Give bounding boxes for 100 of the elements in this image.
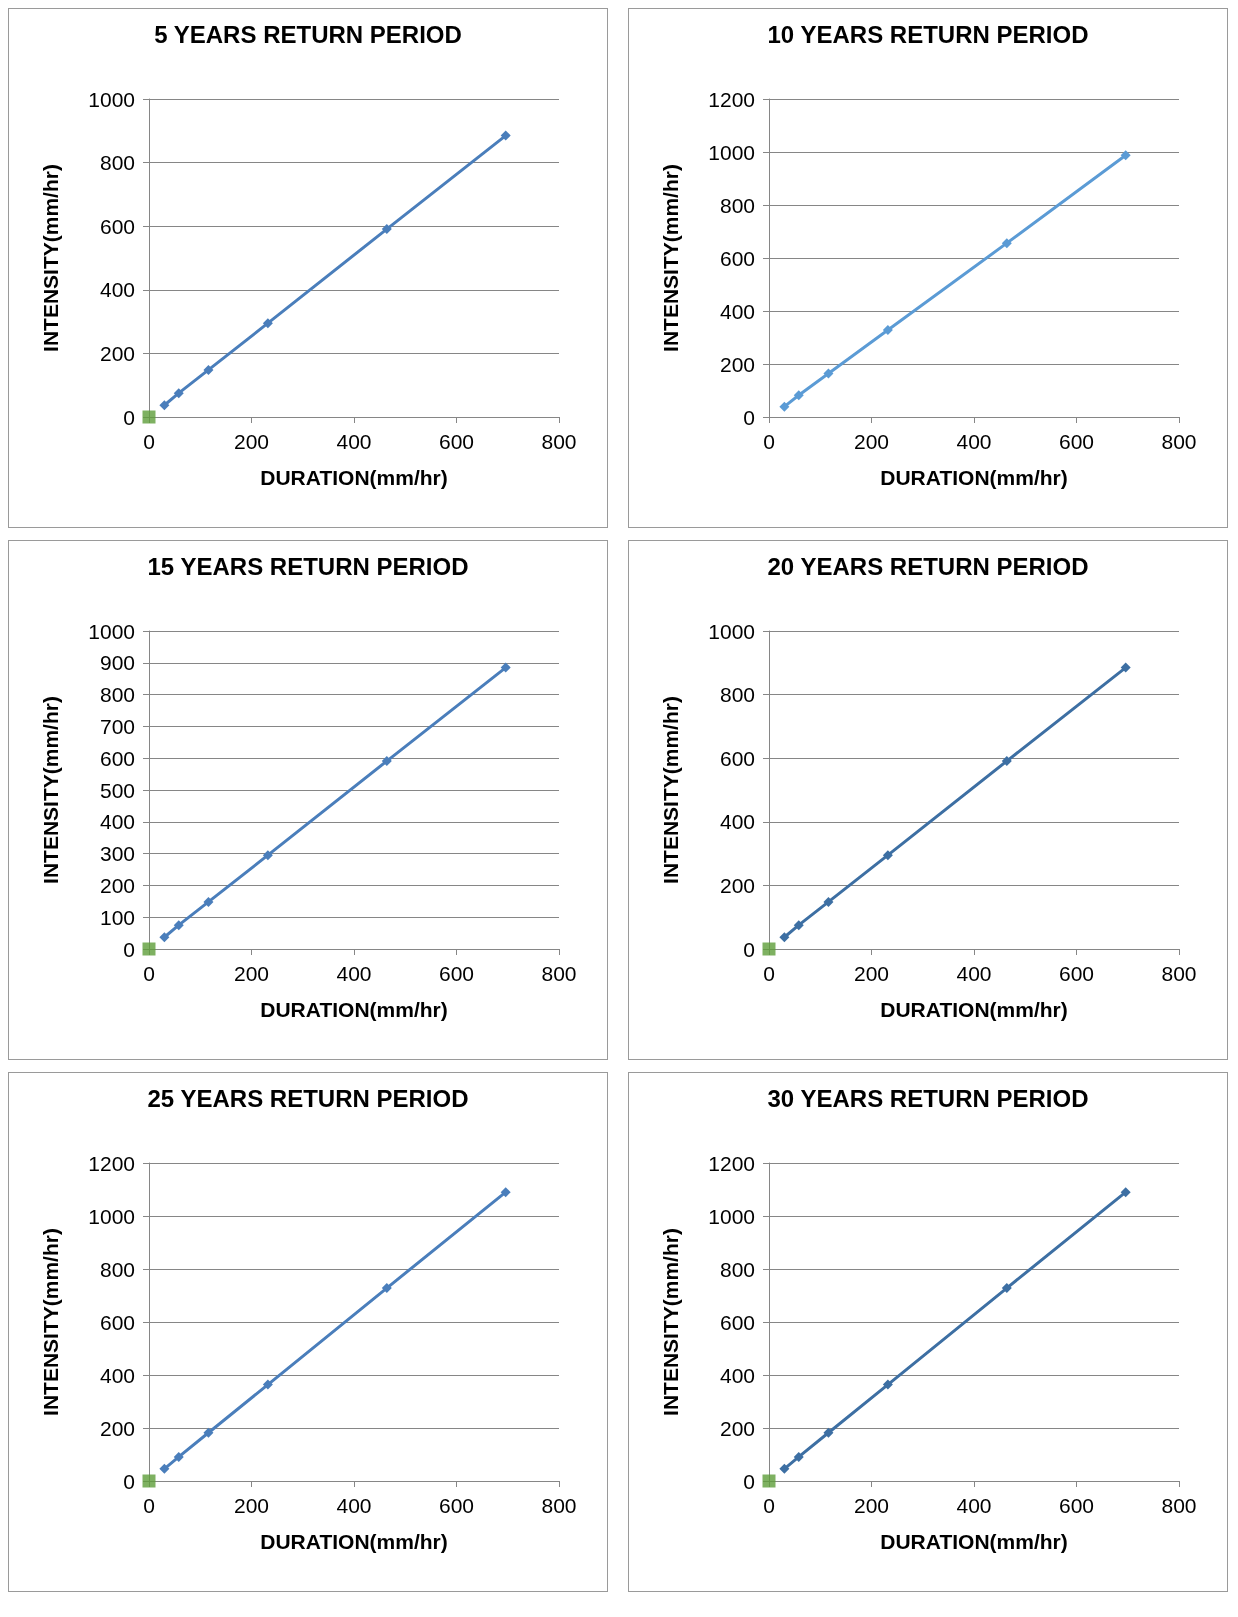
- point: [173, 388, 184, 399]
- x-tick-label: 600: [1058, 962, 1095, 985]
- point: [779, 932, 790, 943]
- y-tick-label: 0: [743, 1469, 755, 1493]
- y-tick-label: 200: [99, 341, 135, 365]
- x-tick-label: 600: [438, 1494, 475, 1517]
- x-tick-label: 400: [956, 1494, 992, 1517]
- y-tick-label: 1000: [708, 1204, 755, 1228]
- x-tick-label: 200: [233, 1494, 270, 1517]
- x-tick-label: 600: [438, 962, 475, 985]
- x-tick-label: 800: [1161, 430, 1197, 453]
- x-axis-title: DURATION(mm/hr): [260, 1530, 448, 1553]
- point: [173, 920, 184, 931]
- point: [500, 130, 511, 141]
- y-tick-label: 1200: [88, 1151, 135, 1175]
- point: [159, 1463, 170, 1474]
- x-tick-label: 800: [1161, 962, 1197, 985]
- point: [142, 942, 156, 956]
- point: [500, 662, 511, 673]
- y-tick-label: 1000: [88, 87, 135, 111]
- y-axis-title: INTENSITY(mm/hr): [659, 1228, 682, 1416]
- x-tick-label: 0: [763, 430, 775, 453]
- point: [882, 1379, 893, 1390]
- x-tick-label: 800: [1161, 1494, 1197, 1517]
- y-tick-label: 800: [99, 151, 135, 175]
- point: [779, 401, 790, 412]
- x-axis-title: DURATION(mm/hr): [260, 466, 448, 489]
- x-tick-label: 400: [336, 430, 372, 453]
- y-tick-label: 400: [99, 1363, 135, 1387]
- x-tick-label: 200: [853, 1494, 890, 1517]
- y-tick-label: 400: [99, 278, 135, 302]
- y-tick-label: 200: [719, 873, 755, 897]
- x-tick-label: 0: [143, 962, 155, 985]
- chart-title: 30 YEARS RETURN PERIOD: [767, 1084, 1089, 1112]
- y-tick-label: 800: [99, 1257, 135, 1281]
- x-tick-label: 800: [541, 430, 577, 453]
- y-tick-label: 400: [99, 810, 135, 834]
- y-tick-label: 300: [99, 842, 135, 866]
- y-axis-title: INTENSITY(mm/hr): [659, 164, 682, 352]
- x-tick-label: 800: [541, 962, 577, 985]
- y-tick-label: 1000: [88, 619, 135, 643]
- x-tick-label: 800: [541, 1494, 577, 1517]
- x-tick-label: 400: [956, 430, 992, 453]
- point: [793, 1451, 804, 1462]
- chart-title: 20 YEARS RETURN PERIOD: [767, 552, 1089, 580]
- x-tick-label: 400: [956, 962, 992, 985]
- point: [1001, 756, 1012, 767]
- point: [142, 410, 156, 424]
- y-tick-label: 800: [99, 683, 135, 707]
- x-axis-title: DURATION(mm/hr): [880, 998, 1068, 1021]
- x-axis-title: DURATION(mm/hr): [260, 998, 448, 1021]
- point: [882, 325, 893, 336]
- point: [823, 1427, 834, 1438]
- y-tick-label: 1000: [708, 619, 755, 643]
- y-axis-title: INTENSITY(mm/hr): [39, 1228, 62, 1416]
- point: [203, 896, 214, 907]
- y-tick-label: 600: [99, 214, 135, 238]
- y-tick-label: 200: [99, 1416, 135, 1440]
- point: [1120, 662, 1131, 673]
- y-tick-label: 400: [719, 1363, 755, 1387]
- y-tick-label: 400: [719, 810, 755, 834]
- x-tick-label: 400: [336, 962, 372, 985]
- point: [142, 1474, 156, 1488]
- y-tick-label: 0: [123, 937, 135, 961]
- point: [1120, 1187, 1131, 1198]
- y-tick-label: 900: [99, 651, 135, 675]
- point: [381, 756, 392, 767]
- y-tick-label: 600: [99, 746, 135, 770]
- y-tick-label: 0: [743, 405, 755, 429]
- point: [381, 224, 392, 235]
- y-axis-title: INTENSITY(mm/hr): [659, 696, 682, 884]
- chart-title: 15 YEARS RETURN PERIOD: [147, 552, 469, 580]
- point: [1001, 238, 1012, 249]
- point: [793, 390, 804, 401]
- point: [381, 1283, 392, 1294]
- x-tick-label: 600: [1058, 1494, 1095, 1517]
- y-tick-label: 1200: [708, 87, 755, 111]
- point: [762, 1474, 776, 1488]
- point: [1120, 150, 1131, 161]
- x-axis-title: DURATION(mm/hr): [880, 466, 1068, 489]
- point: [159, 932, 170, 943]
- y-tick-label: 200: [719, 352, 755, 376]
- y-tick-label: 800: [719, 1257, 755, 1281]
- y-tick-label: 1000: [708, 140, 755, 164]
- x-tick-label: 0: [763, 962, 775, 985]
- y-axis-title: INTENSITY(mm/hr): [39, 696, 62, 884]
- x-tick-label: 200: [853, 962, 890, 985]
- x-tick-label: 200: [233, 962, 270, 985]
- y-tick-label: 0: [123, 1469, 135, 1493]
- y-tick-label: 600: [719, 1310, 755, 1334]
- y-tick-label: 800: [719, 683, 755, 707]
- y-tick-label: 100: [99, 905, 135, 929]
- point: [823, 368, 834, 379]
- y-tick-label: 1000: [88, 1204, 135, 1228]
- point: [262, 1379, 273, 1390]
- point: [262, 318, 273, 329]
- y-axis-title: INTENSITY(mm/hr): [39, 164, 62, 352]
- point: [203, 364, 214, 375]
- point: [882, 850, 893, 861]
- x-tick-label: 600: [1058, 430, 1095, 453]
